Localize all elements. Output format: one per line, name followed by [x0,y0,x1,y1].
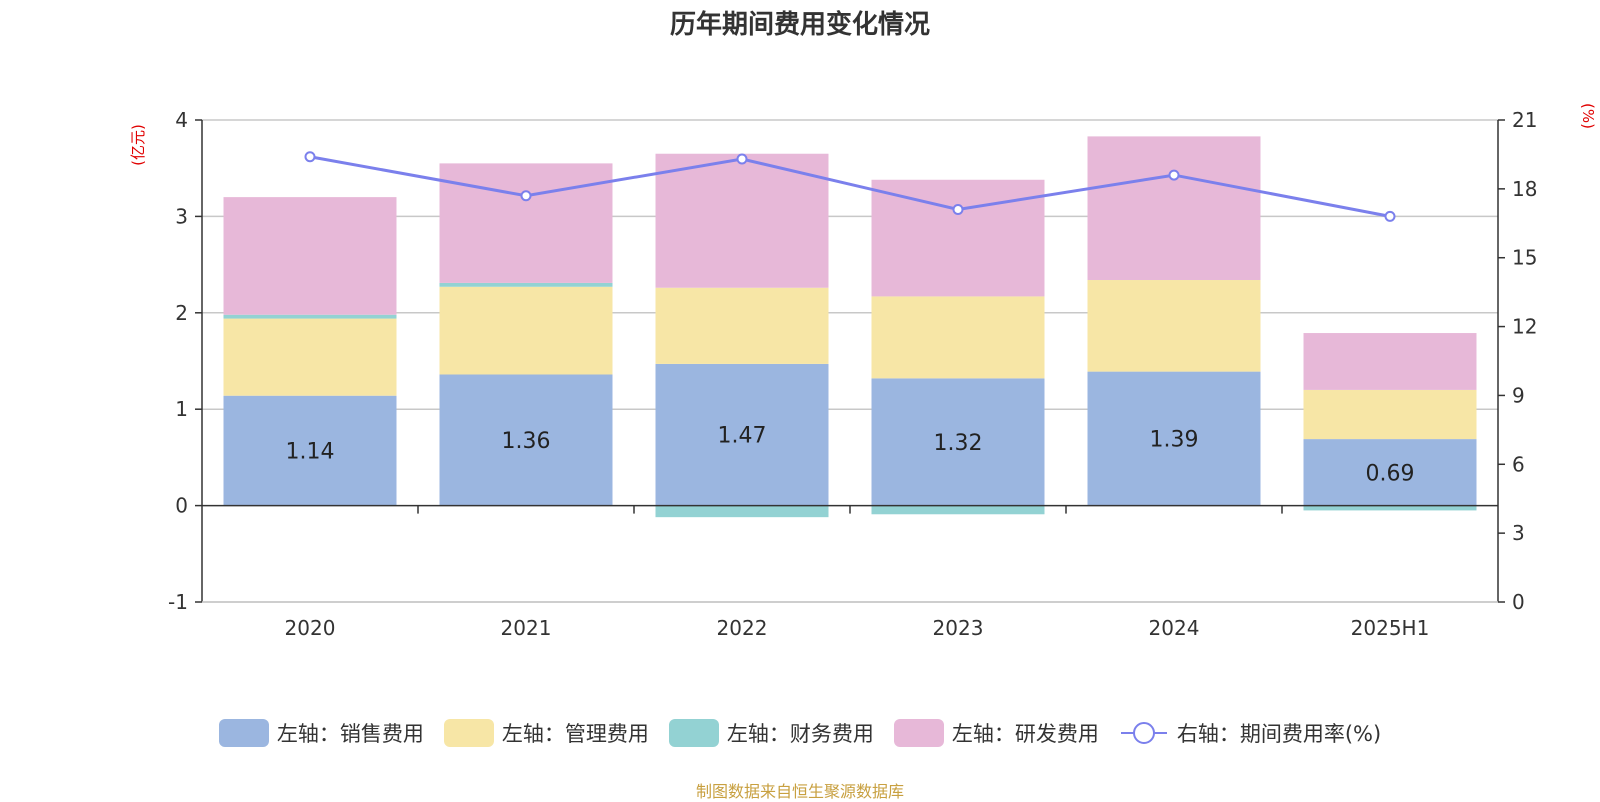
right-tick-label: 6 [1512,452,1525,476]
right-tick-label: 18 [1512,177,1537,201]
x-tick-label: 2021 [501,616,552,640]
bar-segment [439,282,613,287]
left-tick-label: 0 [175,494,188,518]
right-tick-label: 3 [1512,521,1525,545]
legend-swatch [218,719,269,747]
bar-segment [223,318,397,396]
bar-segment [1303,505,1477,511]
left-tick-label: -1 [168,590,188,614]
bar-segment [223,197,397,315]
bar-segment [655,153,829,288]
right-tick-label: 15 [1512,246,1537,270]
bar-segment [871,378,1045,506]
rate-point [1168,169,1180,181]
x-tick-label: 2024 [1149,616,1200,640]
bar-segment [1303,389,1477,440]
rate-point [952,204,964,216]
bar-segment [439,286,613,375]
left-tick-label: 4 [175,108,188,132]
bar-segment [655,287,829,364]
right-axis-unit: (%) [1579,103,1597,129]
bars-layer [223,136,1477,518]
data-label: 1.39 [1150,428,1199,453]
right-tick-label: 12 [1512,315,1537,339]
bar-segment [1087,371,1261,506]
legend-item[interactable]: 左轴：研发费用 [893,718,1099,748]
line-layer [304,151,1396,222]
rate-point [1384,210,1396,222]
x-tick-label: 2025H1 [1351,616,1430,640]
left-tick-label: 2 [175,301,188,325]
bar-segment [655,505,829,518]
bar-segment [871,505,1045,515]
rate-point [736,153,748,165]
left-tick-label: 1 [175,397,188,421]
x-tick-label: 2023 [933,616,984,640]
bar-segment [871,296,1045,379]
legend-label: 左轴：管理费用 [501,722,649,746]
left-axis-unit: (亿元) [129,124,147,166]
right-tick-label: 0 [1512,590,1525,614]
left-tick-label: 3 [175,204,188,228]
data-label: 1.47 [718,424,767,449]
legend-marker [1132,722,1155,744]
data-label: 1.14 [286,440,335,465]
bar-segment [439,374,613,506]
rate-point [520,190,532,202]
right-tick-label: 21 [1512,108,1537,132]
bar-segment [1303,439,1477,506]
legend: 左轴：销售费用 左轴：管理费用 左轴：财务费用 左轴：研发费用 右轴：期间费用率(%) [0,718,1600,748]
x-tick-label: 2022 [717,616,768,640]
legend-swatch [893,719,944,747]
legend-label: 右轴：期间费用率(%) [1176,722,1382,746]
legend-swatch [443,719,494,747]
legend-swatch [668,719,719,747]
legend-item[interactable]: 左轴：管理费用 [443,718,649,748]
x-tick-label: 2020 [285,616,336,640]
legend-item[interactable]: 左轴：财务费用 [668,718,874,748]
bar-segment [1087,136,1261,281]
legend-label: 左轴：研发费用 [951,722,1099,746]
legend-label: 左轴：财务费用 [726,722,874,746]
source-footer: 制图数据来自恒生聚源数据库 [695,782,904,801]
legend-line-marker-icon [1120,722,1167,744]
rate-line [309,155,1391,218]
data-label: 1.32 [934,431,983,456]
legend-item[interactable]: 右轴：期间费用率(%) [1119,718,1381,748]
bar-segment [1303,333,1477,390]
bar-segment [223,314,397,319]
bar-segment [655,363,829,506]
data-label: 1.36 [502,429,551,454]
chart-title: 历年期间费用变化情况 [669,10,930,40]
labels-layer: 1.14 1.36 1.47 1.32 1.39 0.69 [286,424,1415,487]
bar-segment [223,395,397,506]
right-tick-label: 9 [1512,383,1525,407]
legend-label: 左轴：销售费用 [276,722,424,746]
rate-point [304,151,316,163]
bar-segment [1087,280,1261,372]
bar-segment [871,179,1045,297]
bar-segment [439,163,613,283]
legend-item[interactable]: 左轴：销售费用 [218,718,424,748]
data-label: 0.69 [1366,461,1415,486]
